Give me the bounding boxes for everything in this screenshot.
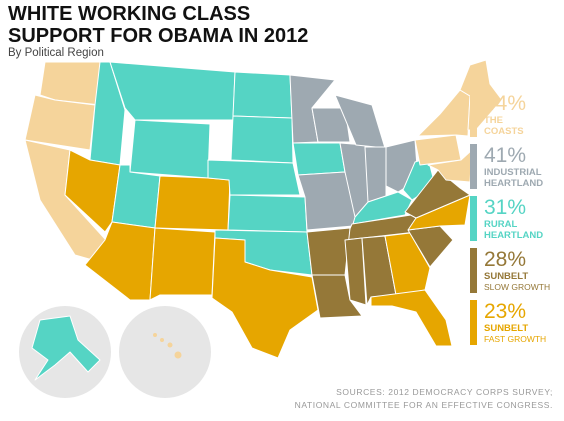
region-shape [211, 237, 319, 359]
source-note: SOURCES: 2012 DEMOCRACY CORPS SURVEY; [336, 387, 553, 397]
legend-percent: 41% [484, 144, 526, 167]
legend-label: THE [484, 115, 503, 126]
legend-label: HEARTLAND [484, 230, 543, 241]
legend-label: INDUSTRIAL [484, 167, 542, 178]
region-shape [364, 146, 387, 203]
legend: 44%THECOASTS41%INDUSTRIALHEARTLAND31%RUR… [470, 92, 550, 345]
region-shape [414, 134, 462, 166]
region-shape [154, 175, 231, 231]
legend-swatch [470, 196, 477, 241]
legend-label: FAST GROWTH [484, 334, 546, 344]
legend-label: RURAL [484, 219, 517, 230]
region-shape [129, 119, 211, 179]
region-shape [111, 164, 161, 229]
region-shape [232, 71, 293, 119]
region-shape [311, 107, 351, 143]
legend-label: SUNBELT [484, 323, 528, 334]
hawaii-inset [119, 306, 211, 398]
region-shape [344, 237, 367, 306]
legend-percent: 23% [484, 300, 526, 323]
region-shape [160, 338, 164, 342]
region-shape [306, 227, 351, 276]
region-shape [24, 94, 96, 151]
us-map [24, 59, 503, 359]
legend-percent: 44% [484, 92, 526, 115]
legend-swatch [470, 144, 477, 189]
region-shape [31, 315, 101, 381]
region-shape [227, 194, 308, 233]
subtitle: By Political Region [8, 47, 104, 59]
region-shape [149, 227, 216, 301]
title: WHITE WORKING CLASS [8, 3, 250, 25]
region-shape [230, 115, 294, 164]
region-shape [404, 169, 471, 219]
insets [31, 315, 182, 381]
title: SUPPORT FOR OBAMA IN 2012 [8, 25, 308, 47]
legend-label: HEARTLAND [484, 178, 543, 189]
region-shape [370, 289, 453, 347]
legend-swatch [470, 92, 477, 137]
region-shape [167, 342, 173, 348]
legend-label: SUNBELT [484, 271, 528, 282]
region-shape [109, 61, 236, 121]
legend-label: SLOW GROWTH [484, 282, 550, 292]
region-shape [153, 333, 157, 337]
legend-percent: 28% [484, 248, 526, 271]
legend-percent: 31% [484, 196, 526, 219]
region-shape [174, 351, 182, 359]
region-shape [417, 89, 471, 137]
region-shape [311, 274, 363, 319]
legend-swatch [470, 300, 477, 345]
source-note: NATIONAL COMMITTEE FOR AN EFFECTIVE CONG… [295, 400, 553, 410]
legend-label: COASTS [484, 126, 524, 137]
legend-swatch [470, 248, 477, 293]
region-shape [292, 142, 346, 176]
